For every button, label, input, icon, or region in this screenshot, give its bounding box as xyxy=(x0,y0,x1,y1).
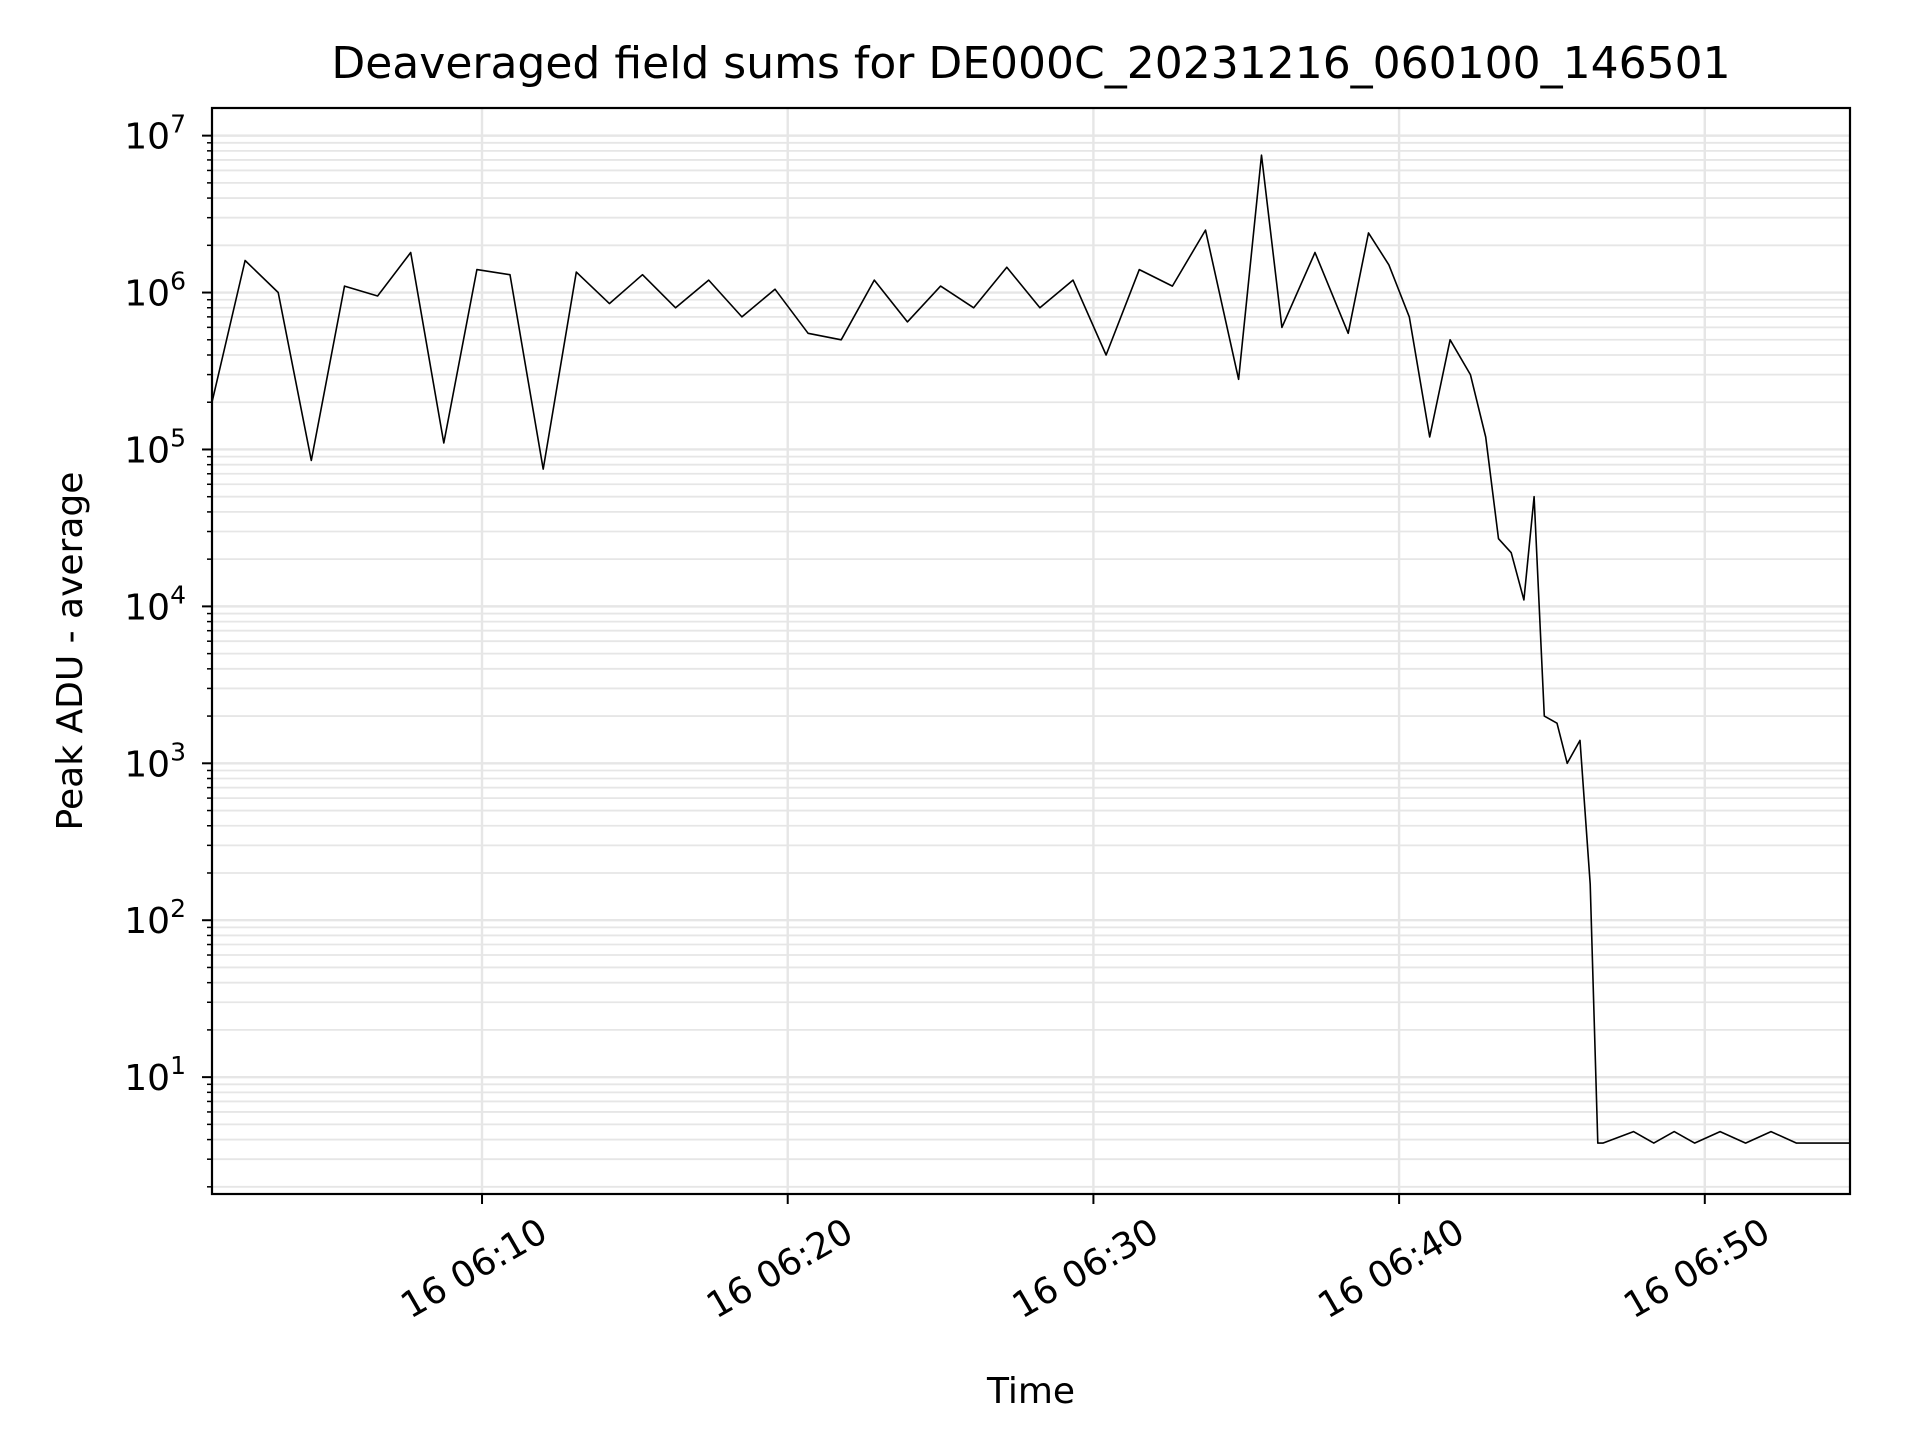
x-tick-label: 16 06:10 xyxy=(394,1211,554,1327)
y-tick-label: 102 xyxy=(124,894,186,942)
y-tick-label: 104 xyxy=(124,580,186,628)
y-tick-label: 106 xyxy=(124,267,186,315)
series-line xyxy=(211,154,1850,1144)
y-tick-label: 103 xyxy=(124,737,186,785)
y-tick-label: 107 xyxy=(124,110,186,158)
x-tick-label: 16 06:30 xyxy=(1006,1211,1166,1327)
chart-title: Deaveraged field sums for DE000C_2023121… xyxy=(331,38,1730,89)
x-tick-label: 16 06:20 xyxy=(700,1211,860,1327)
x-tick-label: 16 06:40 xyxy=(1311,1211,1471,1327)
x-axis-label: Time xyxy=(986,1371,1075,1412)
x-tick-label: 16 06:50 xyxy=(1617,1211,1777,1327)
line-layer xyxy=(211,154,1850,1144)
y-tick-label: 101 xyxy=(124,1051,186,1099)
y-tick-label: 105 xyxy=(124,423,186,471)
grid-layer xyxy=(212,108,1850,1194)
y-axis-label: Peak ADU - average xyxy=(50,472,91,831)
y-axis: 101 102 103 104 105 106 107 xyxy=(124,110,212,1188)
x-axis: 16 06:10 16 06:20 16 06:30 16 06:40 16 06:50 xyxy=(394,1194,1777,1327)
plot-frame xyxy=(210,106,1852,1196)
